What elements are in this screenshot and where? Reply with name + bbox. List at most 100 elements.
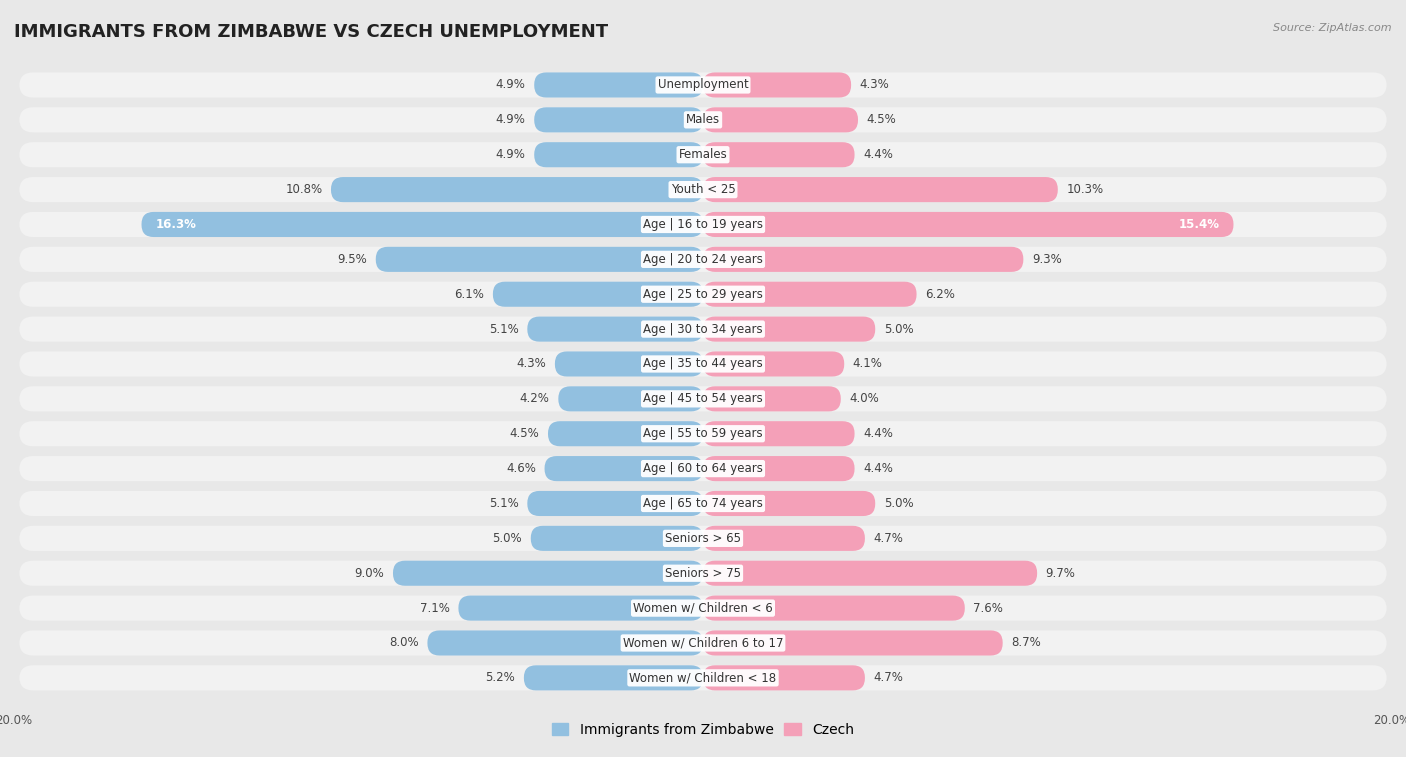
Text: 9.7%: 9.7% <box>1046 567 1076 580</box>
Text: 9.3%: 9.3% <box>1032 253 1062 266</box>
Text: 6.2%: 6.2% <box>925 288 955 301</box>
Text: 4.9%: 4.9% <box>496 148 526 161</box>
FancyBboxPatch shape <box>703 491 875 516</box>
FancyBboxPatch shape <box>20 142 1386 167</box>
FancyBboxPatch shape <box>558 386 703 411</box>
FancyBboxPatch shape <box>703 316 875 341</box>
FancyBboxPatch shape <box>703 421 855 447</box>
Text: 8.7%: 8.7% <box>1011 637 1040 650</box>
FancyBboxPatch shape <box>703 526 865 551</box>
Text: Age | 35 to 44 years: Age | 35 to 44 years <box>643 357 763 370</box>
FancyBboxPatch shape <box>703 351 844 376</box>
FancyBboxPatch shape <box>20 73 1386 98</box>
FancyBboxPatch shape <box>703 107 858 132</box>
Text: 15.4%: 15.4% <box>1178 218 1219 231</box>
FancyBboxPatch shape <box>20 247 1386 272</box>
FancyBboxPatch shape <box>20 386 1386 411</box>
Text: 16.3%: 16.3% <box>155 218 197 231</box>
FancyBboxPatch shape <box>534 73 703 98</box>
Text: 4.4%: 4.4% <box>863 462 893 475</box>
FancyBboxPatch shape <box>527 491 703 516</box>
Text: 4.4%: 4.4% <box>863 148 893 161</box>
Text: Youth < 25: Youth < 25 <box>671 183 735 196</box>
FancyBboxPatch shape <box>703 177 1057 202</box>
FancyBboxPatch shape <box>20 561 1386 586</box>
Text: Age | 30 to 34 years: Age | 30 to 34 years <box>643 322 763 335</box>
FancyBboxPatch shape <box>555 351 703 376</box>
FancyBboxPatch shape <box>534 142 703 167</box>
Text: Age | 16 to 19 years: Age | 16 to 19 years <box>643 218 763 231</box>
Text: Source: ZipAtlas.com: Source: ZipAtlas.com <box>1274 23 1392 33</box>
Text: 5.0%: 5.0% <box>492 532 522 545</box>
Text: Seniors > 65: Seniors > 65 <box>665 532 741 545</box>
Text: 5.1%: 5.1% <box>489 322 519 335</box>
Text: 4.7%: 4.7% <box>873 671 904 684</box>
FancyBboxPatch shape <box>20 491 1386 516</box>
FancyBboxPatch shape <box>703 561 1038 586</box>
FancyBboxPatch shape <box>458 596 703 621</box>
FancyBboxPatch shape <box>703 631 1002 656</box>
FancyBboxPatch shape <box>20 526 1386 551</box>
Text: 10.3%: 10.3% <box>1066 183 1104 196</box>
Text: Age | 45 to 54 years: Age | 45 to 54 years <box>643 392 763 405</box>
FancyBboxPatch shape <box>392 561 703 586</box>
Text: 5.0%: 5.0% <box>884 322 914 335</box>
Text: Age | 25 to 29 years: Age | 25 to 29 years <box>643 288 763 301</box>
Text: Age | 65 to 74 years: Age | 65 to 74 years <box>643 497 763 510</box>
FancyBboxPatch shape <box>20 177 1386 202</box>
Text: 5.2%: 5.2% <box>485 671 515 684</box>
FancyBboxPatch shape <box>531 526 703 551</box>
Text: 4.0%: 4.0% <box>849 392 879 405</box>
FancyBboxPatch shape <box>20 421 1386 447</box>
Text: Women w/ Children 6 to 17: Women w/ Children 6 to 17 <box>623 637 783 650</box>
FancyBboxPatch shape <box>20 456 1386 481</box>
FancyBboxPatch shape <box>703 386 841 411</box>
FancyBboxPatch shape <box>20 596 1386 621</box>
Text: 4.5%: 4.5% <box>509 427 540 441</box>
Text: 4.4%: 4.4% <box>863 427 893 441</box>
FancyBboxPatch shape <box>20 212 1386 237</box>
FancyBboxPatch shape <box>20 665 1386 690</box>
Text: 4.5%: 4.5% <box>866 114 897 126</box>
Text: Women w/ Children < 18: Women w/ Children < 18 <box>630 671 776 684</box>
Text: Males: Males <box>686 114 720 126</box>
Text: 8.0%: 8.0% <box>389 637 419 650</box>
FancyBboxPatch shape <box>20 631 1386 656</box>
FancyBboxPatch shape <box>20 107 1386 132</box>
Text: 4.1%: 4.1% <box>853 357 883 370</box>
FancyBboxPatch shape <box>703 596 965 621</box>
FancyBboxPatch shape <box>494 282 703 307</box>
Text: IMMIGRANTS FROM ZIMBABWE VS CZECH UNEMPLOYMENT: IMMIGRANTS FROM ZIMBABWE VS CZECH UNEMPL… <box>14 23 609 41</box>
Text: Age | 20 to 24 years: Age | 20 to 24 years <box>643 253 763 266</box>
FancyBboxPatch shape <box>330 177 703 202</box>
FancyBboxPatch shape <box>544 456 703 481</box>
FancyBboxPatch shape <box>703 73 851 98</box>
FancyBboxPatch shape <box>534 107 703 132</box>
FancyBboxPatch shape <box>703 456 855 481</box>
Text: 4.6%: 4.6% <box>506 462 536 475</box>
Text: Unemployment: Unemployment <box>658 79 748 92</box>
FancyBboxPatch shape <box>703 282 917 307</box>
Text: Age | 55 to 59 years: Age | 55 to 59 years <box>643 427 763 441</box>
Text: 4.3%: 4.3% <box>516 357 547 370</box>
Text: 10.8%: 10.8% <box>285 183 322 196</box>
FancyBboxPatch shape <box>20 351 1386 376</box>
Text: 4.9%: 4.9% <box>496 79 526 92</box>
Text: Women w/ Children < 6: Women w/ Children < 6 <box>633 602 773 615</box>
Text: 4.7%: 4.7% <box>873 532 904 545</box>
FancyBboxPatch shape <box>703 142 855 167</box>
Text: 5.1%: 5.1% <box>489 497 519 510</box>
Text: 7.6%: 7.6% <box>973 602 1004 615</box>
Text: Age | 60 to 64 years: Age | 60 to 64 years <box>643 462 763 475</box>
Text: 7.1%: 7.1% <box>420 602 450 615</box>
FancyBboxPatch shape <box>375 247 703 272</box>
Text: 4.3%: 4.3% <box>859 79 890 92</box>
Text: 6.1%: 6.1% <box>454 288 484 301</box>
FancyBboxPatch shape <box>20 282 1386 307</box>
FancyBboxPatch shape <box>703 665 865 690</box>
FancyBboxPatch shape <box>524 665 703 690</box>
FancyBboxPatch shape <box>703 247 1024 272</box>
FancyBboxPatch shape <box>20 316 1386 341</box>
Text: Seniors > 75: Seniors > 75 <box>665 567 741 580</box>
FancyBboxPatch shape <box>703 212 1233 237</box>
